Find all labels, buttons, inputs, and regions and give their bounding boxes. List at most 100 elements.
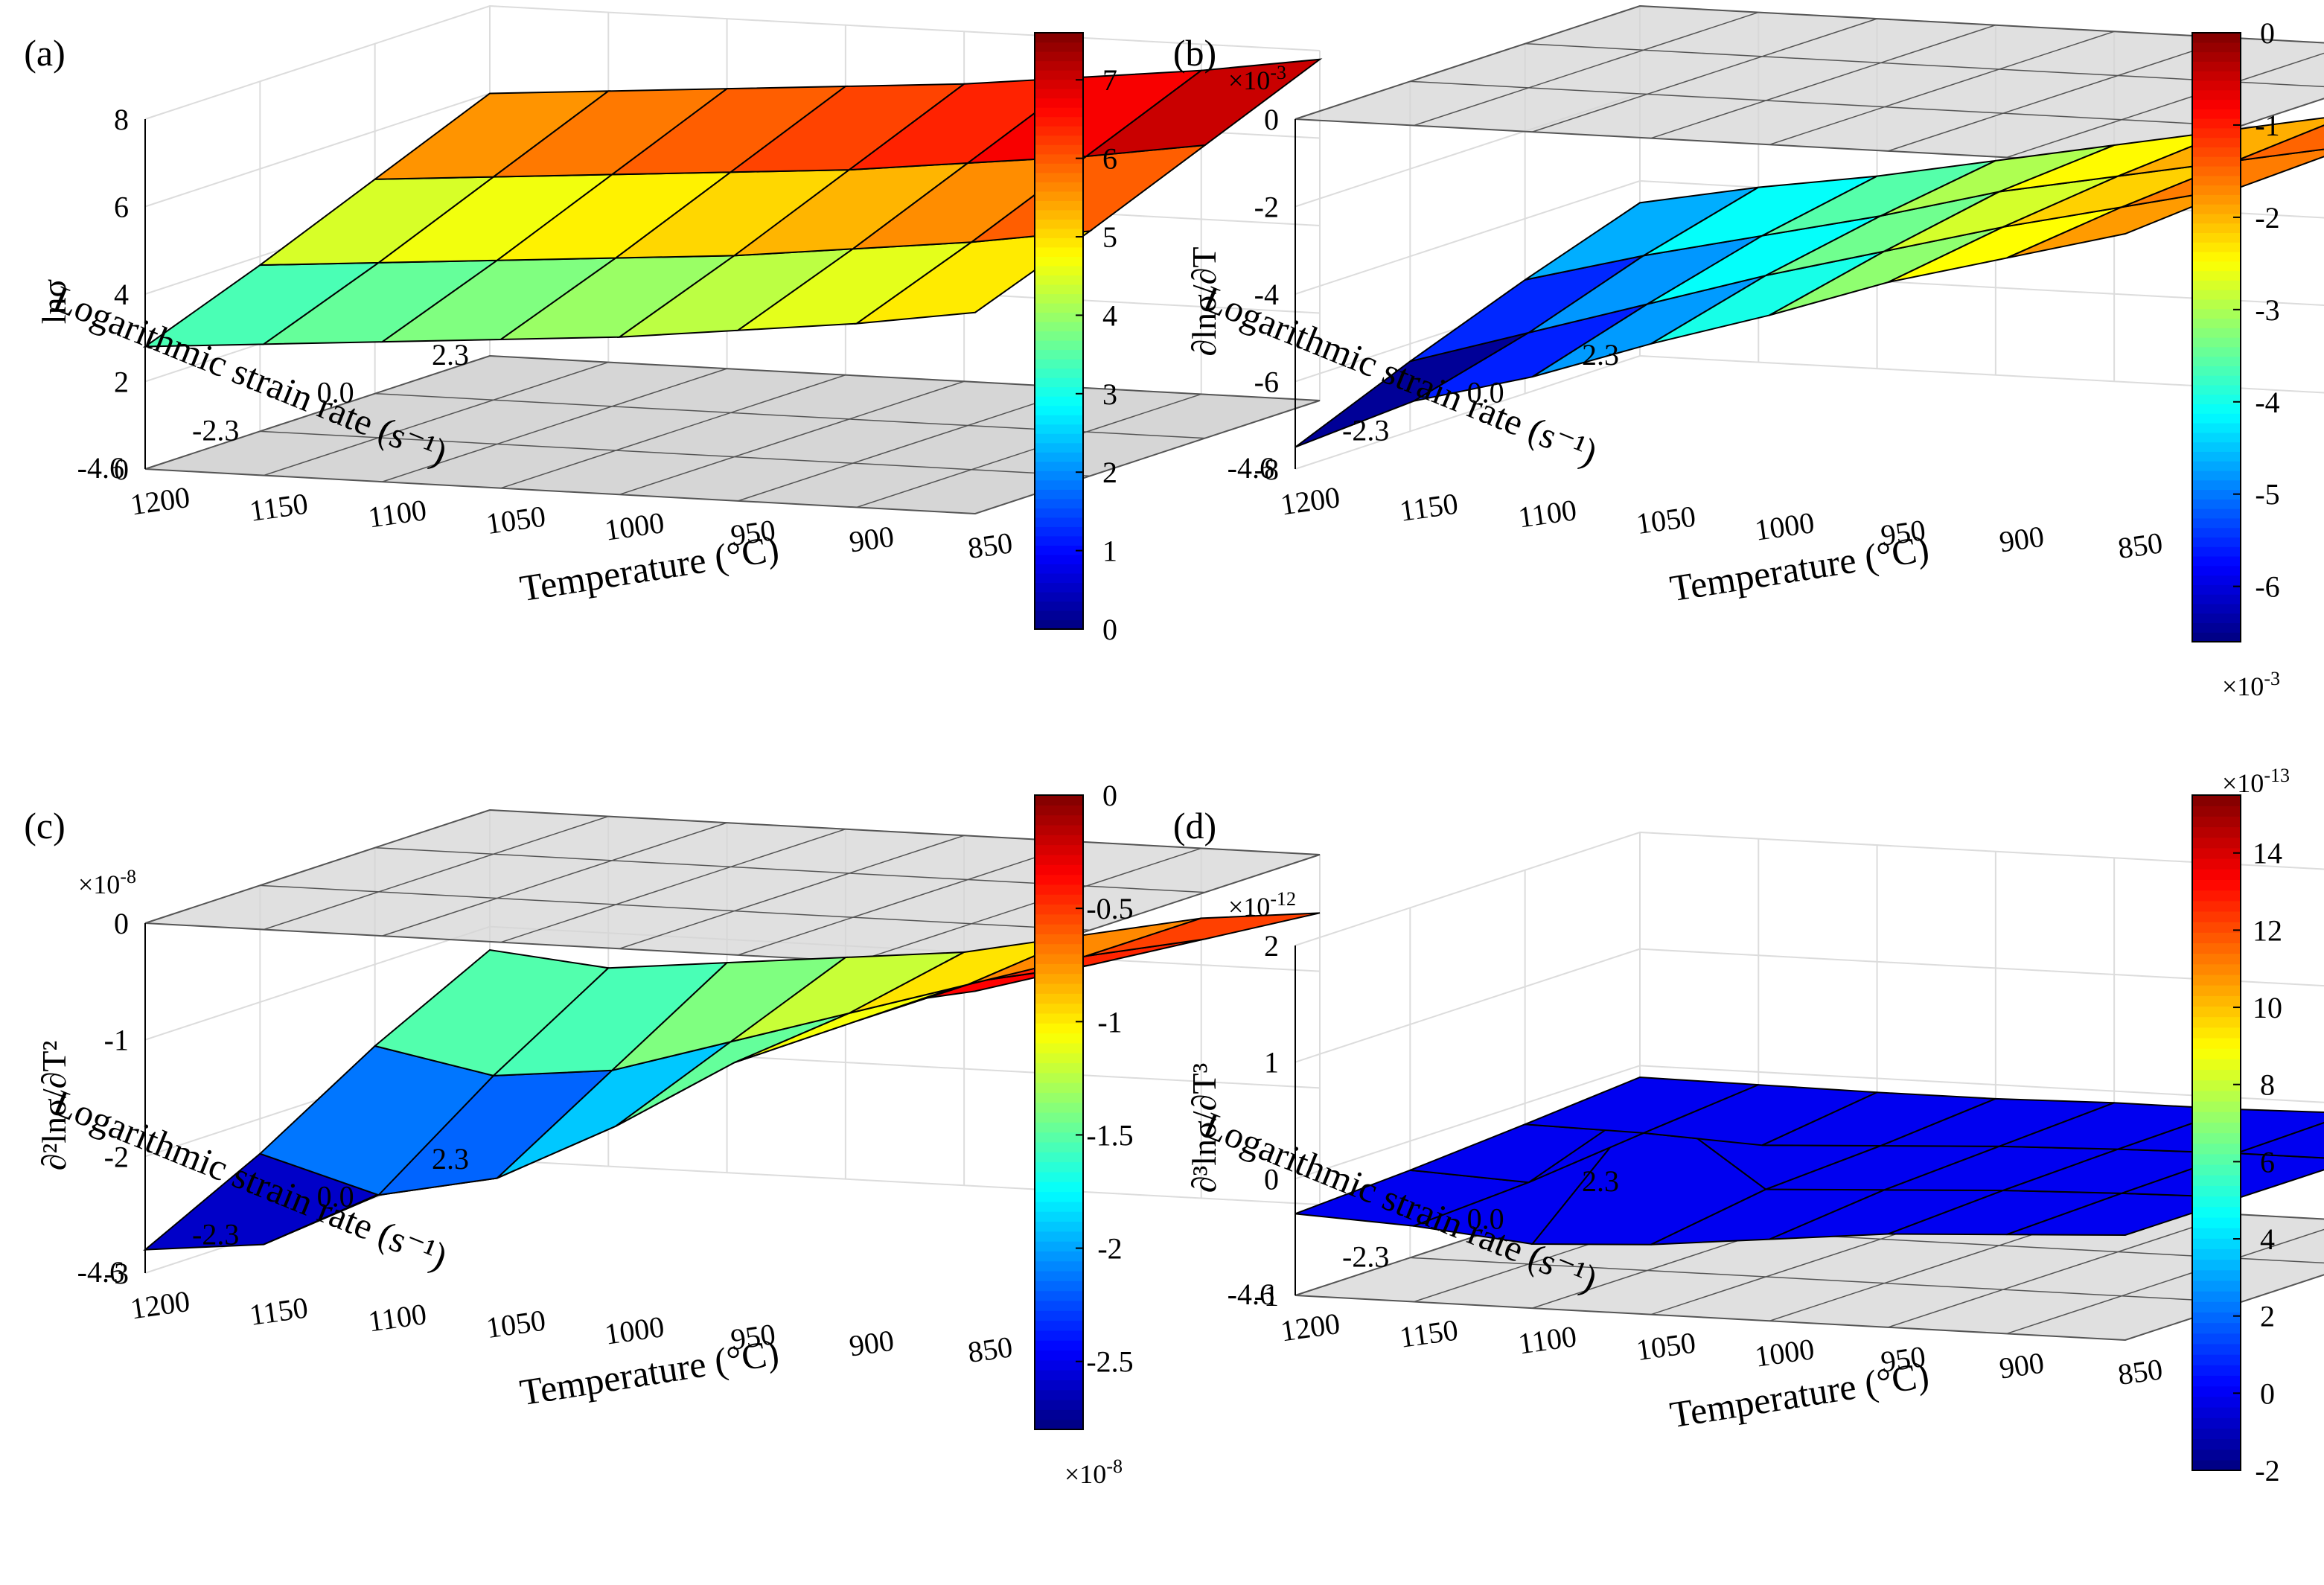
- colorbar: 0 1 2 3 4 5 6 7: [1034, 32, 1117, 646]
- colorbar-segment: [2192, 537, 2241, 547]
- colorbar-segment: [2192, 1132, 2241, 1144]
- z-tick-label: -3: [104, 1257, 129, 1290]
- colorbar-segment: [1035, 1062, 1083, 1074]
- strain-rate-tick-label: -4.6: [77, 1255, 124, 1289]
- z-tick-label: 1: [1264, 1046, 1279, 1079]
- z-tick-label: -6: [1254, 366, 1279, 399]
- colorbar-tick-label: -2: [2255, 1454, 2279, 1487]
- colorbar-segment: [1035, 1320, 1083, 1331]
- temperature-tick-label: 1050: [1634, 499, 1697, 540]
- colorbar-segment: [2192, 308, 2241, 319]
- z-exponent-value: -8: [120, 866, 136, 887]
- colorbar-segment: [2192, 517, 2241, 529]
- colorbar-segment: [2192, 175, 2241, 186]
- colorbar-segment: [2192, 404, 2241, 414]
- colorbar-segment: [1035, 1003, 1083, 1014]
- colorbar-segment: [2192, 413, 2241, 424]
- colorbar-segment: [1035, 293, 1083, 304]
- colorbar-segment: [2192, 109, 2241, 119]
- colorbar-segment: [1035, 1082, 1083, 1093]
- colorbar-segment: [1035, 835, 1083, 846]
- z-tick-label: 6: [114, 191, 129, 224]
- z-axis-label: ∂³lnσ/∂T³: [1185, 1063, 1223, 1193]
- colorbar-segment: [1035, 591, 1083, 602]
- colorbar-segment: [1035, 89, 1083, 99]
- temperature-tick-label: 1000: [1753, 1332, 1816, 1374]
- reference-plane-line: [738, 387, 1083, 502]
- reference-plane: [144, 809, 1321, 969]
- colorbar-segment: [2192, 1238, 2241, 1249]
- colorbar-segment: [1035, 60, 1083, 71]
- colorbar-exponent: ×10-3: [2222, 668, 2280, 701]
- colorbar-segment: [2192, 622, 2241, 633]
- reference-plane-line: [500, 374, 846, 489]
- strain-rate-tick-label: -4.6: [1228, 1278, 1274, 1311]
- colorbar-segment: [1035, 1033, 1083, 1044]
- colorbar-segment: [1035, 973, 1083, 984]
- colorbar-segment: [2192, 1343, 2241, 1355]
- temperature-tick-label: 1200: [128, 1284, 191, 1326]
- z-axis-label: ∂²lnσ/∂T²: [35, 1041, 73, 1171]
- reference-plane-line: [1650, 25, 1996, 139]
- colorbar-exponent: ×10-13: [2222, 765, 2290, 798]
- chart-panel: -8 -6 -4 -2 0 ∂lnσ/∂T ×10-3 1200 1150 1100 1050 100…: [1173, 4, 2324, 701]
- colorbar-segment: [1035, 135, 1083, 145]
- colorbar-segment: [2192, 328, 2241, 338]
- colorbar-segment: [1035, 256, 1083, 267]
- colorbar-segment: [2192, 33, 2241, 43]
- colorbar-segment: [2192, 575, 2241, 585]
- colorbar-segment: [1035, 1300, 1083, 1311]
- colorbar-segment: [1035, 237, 1083, 248]
- colorbar-segment: [2192, 546, 2241, 557]
- colorbar-segment: [2192, 1143, 2241, 1155]
- reference-plane-line: [260, 884, 1091, 931]
- colorbar-segment: [1035, 209, 1083, 220]
- z-tick-label: -2: [104, 1140, 129, 1173]
- colorbar-segment: [1035, 107, 1083, 118]
- z-tick-label: -1: [1254, 1279, 1279, 1313]
- temperature-tick-label: 1000: [603, 506, 666, 547]
- z-exponent-value: -3: [1270, 62, 1286, 83]
- colorbar-segment: [2192, 366, 2241, 376]
- colorbar-segment: [2192, 42, 2241, 53]
- colorbar-segment: [2192, 1112, 2241, 1123]
- grid-line: [1295, 831, 2324, 946]
- colorbar-segment: [1035, 433, 1083, 444]
- colorbar-segment: [2192, 974, 2241, 986]
- colorbar-segment: [2192, 1259, 2241, 1271]
- colorbar-segment: [1035, 265, 1083, 276]
- colorbar-segment: [1035, 1241, 1083, 1251]
- colorbar-segment: [2192, 890, 2241, 902]
- reference-plane-line: [382, 822, 727, 937]
- colorbar: -2.5 -2 -1.5 -1 -0.5 0 ×10-8: [1034, 779, 1134, 1489]
- colorbar-segment: [1035, 844, 1083, 855]
- colorbar-segment: [1035, 508, 1083, 518]
- surface-patch: [2236, 1122, 2324, 1159]
- colorbar-segment: [2192, 795, 2241, 806]
- colorbar-segment: [1035, 943, 1083, 954]
- colorbar-exponent-value: -13: [2264, 765, 2290, 786]
- colorbar-segment: [1035, 349, 1083, 360]
- colorbar-segment: [1035, 1359, 1083, 1371]
- reference-plane-line: [619, 380, 965, 495]
- colorbar-segment: [2192, 356, 2241, 366]
- temperature-tick-label: 950: [729, 513, 778, 552]
- colorbar-segment: [1035, 824, 1083, 835]
- temperature-tick-label: 1050: [484, 499, 547, 540]
- colorbar-segment: [1035, 1260, 1083, 1272]
- strain-rate-tick-label: 2.3: [1582, 338, 1619, 371]
- colorbar-frame: [2191, 794, 2241, 1471]
- colorbar-segment: [2192, 299, 2241, 310]
- temperature-tick-label: 1150: [1397, 486, 1460, 527]
- strain-rate-tick-label: -4.6: [77, 451, 124, 485]
- colorbar-segment: [1035, 172, 1083, 182]
- colorbar-segment: [1035, 415, 1083, 425]
- colorbar-frame: [1034, 32, 1084, 630]
- temperature-tick-label: 850: [965, 1330, 1015, 1369]
- colorbar-segment: [2192, 318, 2241, 328]
- temperature-tick-label: 1100: [1516, 493, 1579, 534]
- colorbar-segment: [1035, 191, 1083, 201]
- colorbar-segment: [1035, 33, 1083, 43]
